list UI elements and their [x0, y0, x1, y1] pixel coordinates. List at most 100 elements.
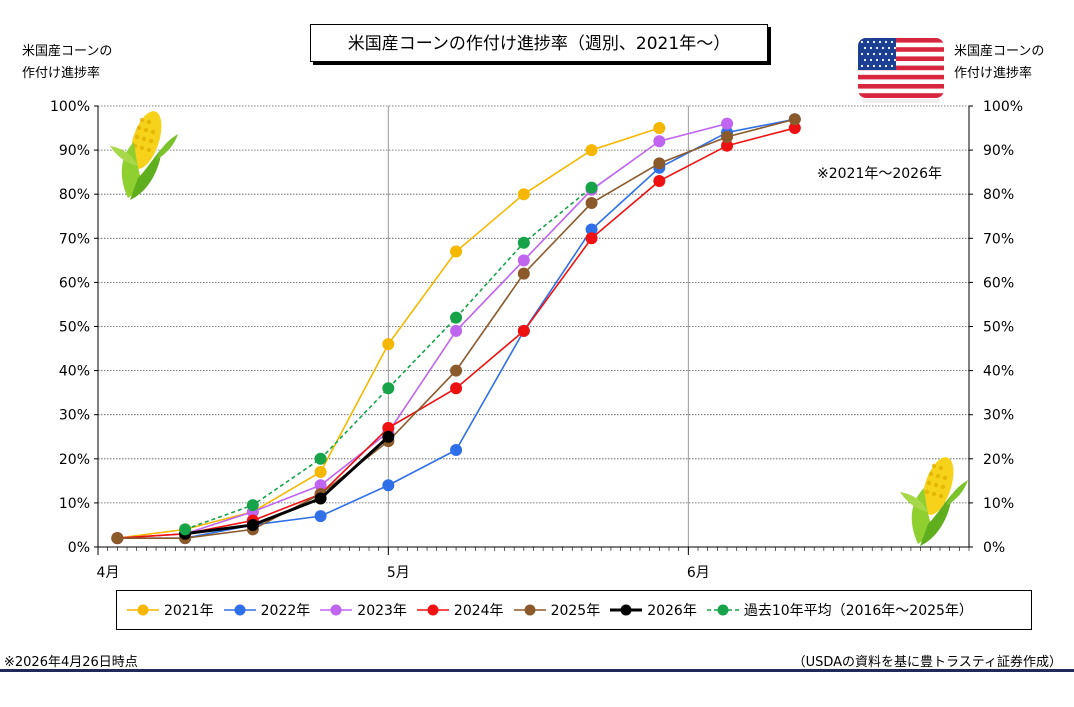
data-point-2-5	[450, 324, 463, 337]
data-point-6-5	[517, 236, 530, 249]
data-point-0-6	[517, 188, 530, 201]
legend-swatch-2	[320, 604, 353, 616]
data-point-1-7	[585, 223, 598, 236]
chart-title: 米国産コーンの作付け進捗率（週別、2021年〜）	[310, 24, 768, 62]
legend-swatch-3	[416, 604, 449, 616]
data-point-4-9	[721, 130, 734, 143]
y-tick-label-right-10: 100%	[983, 99, 1023, 115]
y-tick-label-right-7: 70%	[983, 231, 1014, 247]
y-tick-label-left-0: 0%	[68, 540, 90, 556]
data-point-0-4	[382, 338, 395, 351]
y-tick-label-left-4: 40%	[59, 364, 90, 380]
data-point-6-0	[179, 523, 192, 536]
data-point-2-3	[314, 479, 327, 492]
footer-divider	[0, 669, 1074, 672]
y-tick-label-left-7: 70%	[59, 231, 90, 247]
data-point-6-6	[585, 181, 598, 194]
y-tick-label-right-6: 60%	[983, 275, 1014, 291]
series-2	[111, 117, 734, 545]
x-tick-label-0: 4月	[97, 565, 120, 581]
data-point-3-6	[517, 324, 530, 337]
legend-item-5: 2026年	[608, 600, 697, 620]
y-axis-title-left-line2: 作付け進捗率	[22, 66, 101, 81]
y-tick-label-right-9: 90%	[983, 143, 1014, 159]
data-point-3-8	[653, 174, 666, 187]
data-point-2-9	[721, 117, 734, 130]
data-point-4-8	[653, 157, 666, 170]
corn-icon-left	[110, 111, 178, 200]
data-point-4-10	[788, 113, 801, 126]
data-point-1-5	[450, 443, 463, 456]
progress-chart: 0% 0% 10% 10% 20% 20% 30% 30% 40% 40% 50% 50% 60% 60%…	[50, 99, 1023, 581]
data-point-3-4	[382, 421, 395, 434]
legend-item-0: 2021年	[125, 600, 214, 620]
data-point-6-3	[382, 382, 395, 395]
y-tick-label-right-8: 80%	[983, 187, 1014, 203]
y-tick-label-right-2: 20%	[983, 452, 1014, 468]
data-point-1-3	[314, 510, 327, 523]
data-point-3-5	[450, 382, 463, 395]
data-point-0-3	[314, 466, 327, 479]
data-point-3-10	[788, 122, 801, 135]
y-axis-title-right-line1: 米国産コーンの	[954, 44, 1045, 59]
legend-label-0: 2021年	[164, 603, 214, 619]
data-point-4-7	[585, 197, 598, 210]
y-tick-label-left-10: 100%	[50, 99, 90, 115]
y-tick-label-left-5: 50%	[59, 320, 90, 336]
footer-note: ※2026年4月26日時点	[4, 655, 138, 670]
y-tick-label-right-1: 10%	[983, 496, 1014, 512]
y-tick-label-right-5: 50%	[983, 320, 1014, 336]
data-point-4-6	[517, 267, 530, 280]
series-6	[179, 181, 598, 536]
legend-item-6: 過去10年平均（2016年〜2025年）	[705, 600, 973, 620]
legend-label-2: 2023年	[357, 603, 407, 619]
legend-swatch-1	[223, 604, 256, 616]
footer-source: （USDAの資料を基に豊トラスティ証券作成）	[792, 655, 1062, 670]
data-point-6-1	[246, 499, 259, 512]
x-tick-label-1: 5月	[387, 565, 410, 581]
y-tick-label-left-6: 60%	[59, 275, 90, 291]
legend-item-2: 2023年	[318, 600, 407, 620]
legend-swatch-0	[127, 604, 159, 616]
data-point-3-7	[585, 232, 598, 245]
y-axis-title-left-line1: 米国産コーンの	[22, 44, 113, 59]
legend-item-3: 2024年	[415, 600, 504, 620]
period-note: ※2021年〜2026年	[817, 166, 942, 182]
data-point-4-5	[450, 364, 463, 377]
y-tick-label-left-1: 10%	[59, 496, 90, 512]
data-point-0-5	[450, 245, 463, 258]
corn-icon-right	[900, 457, 968, 546]
y-tick-label-right-3: 30%	[983, 408, 1014, 424]
y-tick-label-right-0: 0%	[983, 540, 1005, 556]
legend-item-1: 2022年	[222, 600, 311, 620]
y-axis-title-right-line2: 作付け進捗率	[954, 66, 1033, 81]
y-tick-label-right-4: 40%	[983, 364, 1014, 380]
legend-label-5: 2026年	[647, 603, 697, 619]
y-axis-title-left: 米国産コーンの 作付け進捗率	[22, 41, 112, 85]
chart-legend: 2021年 2022年 2023年 2024年 2025年 2026年 過去10年平均（20…	[116, 590, 1032, 630]
y-tick-label-left-9: 90%	[59, 143, 90, 159]
series-5	[179, 430, 395, 540]
data-point-0-7	[585, 144, 598, 157]
data-point-2-8	[653, 135, 666, 148]
data-point-5-1	[246, 518, 259, 531]
data-point-3-9	[721, 139, 734, 152]
y-tick-label-left-8: 80%	[59, 187, 90, 203]
y-axis-title-right: 米国産コーンの 作付け進捗率	[954, 41, 1044, 85]
data-point-2-6	[517, 254, 530, 267]
series-line-5	[184, 435, 390, 536]
series-4	[111, 113, 801, 545]
series-line-2	[117, 122, 728, 539]
data-point-4-0	[111, 532, 124, 545]
legend-label-1: 2022年	[260, 603, 311, 619]
data-point-5-3	[382, 430, 395, 443]
x-tick-label-2: 6月	[687, 565, 710, 581]
data-point-1-4	[382, 479, 395, 492]
data-point-0-8	[653, 122, 666, 135]
data-point-6-2	[314, 452, 327, 465]
legend-label-3: 2024年	[453, 603, 504, 619]
data-point-6-4	[450, 311, 463, 324]
legend-item-4: 2025年	[512, 600, 600, 620]
y-tick-label-left-3: 30%	[59, 408, 90, 424]
data-point-5-2	[314, 492, 327, 505]
